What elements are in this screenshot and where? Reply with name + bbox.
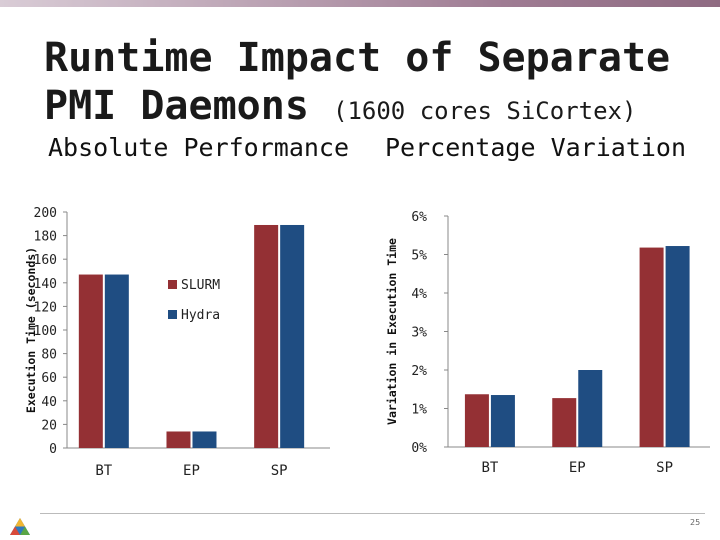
chart2-y-tick-label: 6% [411,210,427,225]
chart1-x-category-label: SP [271,463,288,479]
chart1-title: Absolute Performance [48,133,350,162]
chart1-y-tick-label: 100 [34,324,57,339]
chart2-y-tick-label: 0% [411,441,427,456]
chart1-x-category-label: EP [183,463,200,479]
chart1-legend-swatch-slurm [168,280,177,289]
absolute-performance-chart: Execution Time (seconds) 0 20 40 60 80 100 120 1… [24,206,330,479]
chart1-legend-swatch-hydra [168,310,177,319]
chart1-bar-slurm-sp [254,224,279,448]
title-suffix: (1600 cores SiCortex) [333,97,637,125]
chart1-bar-slurm-bt [78,274,103,448]
chart1-y-tick-label: 40 [41,395,57,410]
logo-icon [10,518,30,535]
chart1-y-tick-label: 80 [41,348,57,363]
chart1-y-tick-label: 140 [34,277,57,292]
chart2-bar-slurm-bt [464,394,489,447]
chart2-bar-hydra-bt [490,395,515,447]
chart1-y-tick-label: 20 [41,418,57,433]
chart2-x-category-label: EP [569,460,586,476]
chart1-y-tick-label: 0 [49,442,57,457]
chart1-bar-hydra-sp [280,224,305,448]
chart1-y-axis-title: Execution Time (seconds) [24,247,38,413]
chart1-bar-hydra-ep [192,431,217,448]
chart1-y-tick-label: 200 [34,206,57,221]
top-accent-band [0,0,720,7]
chart1-legend-label-slurm: SLURM [181,278,220,293]
percentage-variation-chart: Variation in Execution Time 0% 1% 2% 3% 4% 5% 6… [385,210,710,476]
chart2-y-axis-title: Variation in Execution Time [385,238,399,425]
chart2-x-category-label: BT [481,460,498,476]
chart1-legend-label-hydra: Hydra [181,308,220,323]
chart1-y-tick-label: 160 [34,253,57,268]
chart2-y-tick-label: 5% [411,249,427,264]
chart2-y-tick-label: 2% [411,364,427,379]
page-number: 25 [690,518,701,527]
slide-title: Runtime Impact of Separate PMI Daemons (… [44,34,704,135]
chart2-y-tick-label: 1% [411,403,427,418]
chart2-bar-slurm-ep [552,398,577,447]
chart2-y-tick-label: 3% [411,326,427,341]
chart1-y-tick-label: 180 [34,230,57,245]
chart1-y-tick-label: 120 [34,300,57,315]
title-line-2: PMI Daemons [44,83,309,129]
chart1-bar-slurm-ep [166,431,191,448]
chart1-y-tick-label: 60 [41,371,57,386]
chart2-x-category-label: SP [656,460,673,476]
chart2-bar-slurm-sp [639,247,664,447]
chart1-x-category-label: BT [95,463,112,479]
chart1-bar-hydra-bt [104,274,129,448]
title-line-1: Runtime Impact of Separate [44,35,671,81]
footer-divider [40,513,705,514]
chart2-bar-hydra-sp [665,246,690,447]
chart2-title: Percentage Variation [385,133,687,162]
chart2-bar-hydra-ep [578,370,603,447]
chart2-y-tick-label: 4% [411,287,427,302]
